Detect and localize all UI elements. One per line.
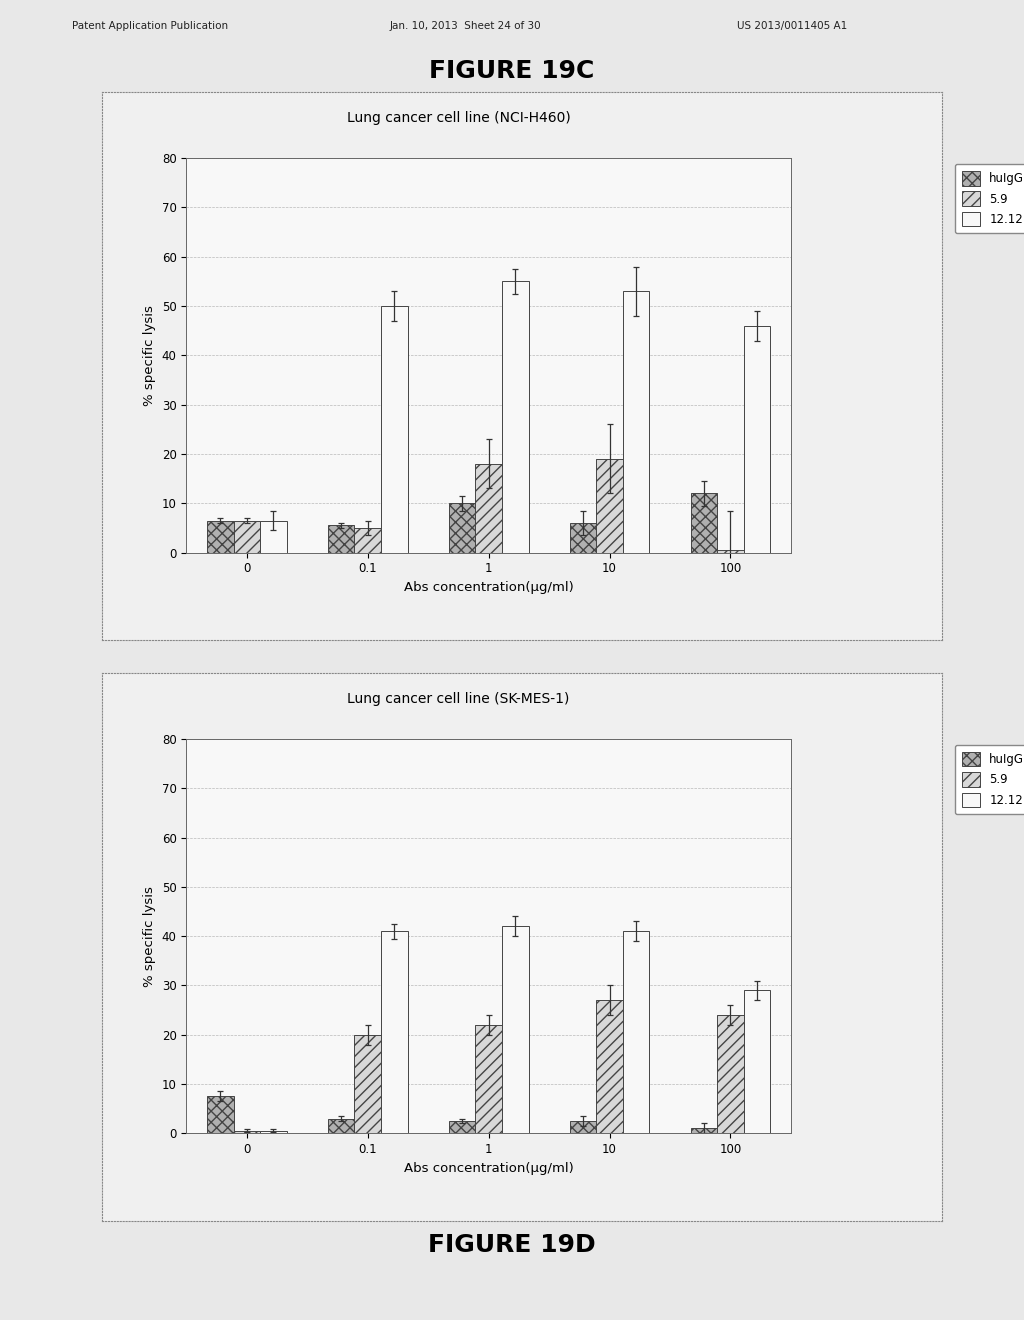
Text: FIGURE 19C: FIGURE 19C	[429, 59, 595, 83]
Text: US 2013/0011405 A1: US 2013/0011405 A1	[737, 21, 848, 32]
Bar	[449, 1121, 475, 1134]
Bar	[260, 1131, 287, 1134]
Bar	[743, 990, 770, 1134]
Bar	[207, 520, 233, 553]
Bar	[690, 494, 717, 553]
Bar	[381, 931, 408, 1134]
Bar	[449, 503, 475, 553]
Bar	[502, 927, 528, 1134]
Bar	[354, 1035, 381, 1134]
Bar	[328, 525, 354, 553]
Bar	[623, 292, 649, 553]
Bar	[502, 281, 528, 553]
X-axis label: Abs concentration(µg/ml): Abs concentration(µg/ml)	[403, 1162, 573, 1175]
Text: Jan. 10, 2013  Sheet 24 of 30: Jan. 10, 2013 Sheet 24 of 30	[389, 21, 541, 32]
Bar	[475, 1024, 502, 1134]
Y-axis label: % specific lysis: % specific lysis	[143, 886, 157, 986]
Legend: huIgG1, 5.9, 12.12: huIgG1, 5.9, 12.12	[955, 164, 1024, 234]
Text: Lung cancer cell line (NCI-H460): Lung cancer cell line (NCI-H460)	[346, 111, 570, 125]
X-axis label: Abs concentration(µg/ml): Abs concentration(µg/ml)	[403, 581, 573, 594]
Bar	[475, 463, 502, 553]
Bar	[569, 523, 596, 553]
Legend: huIgG1, 5.9, 12.12: huIgG1, 5.9, 12.12	[955, 744, 1024, 814]
Bar	[381, 306, 408, 553]
Y-axis label: % specific lysis: % specific lysis	[143, 305, 157, 405]
Bar	[207, 1097, 233, 1134]
Bar	[354, 528, 381, 553]
Bar	[717, 550, 743, 553]
Bar	[328, 1118, 354, 1134]
Bar	[623, 931, 649, 1134]
Bar	[233, 520, 260, 553]
Bar	[690, 1129, 717, 1134]
Text: Lung cancer cell line (SK-MES-1): Lung cancer cell line (SK-MES-1)	[347, 692, 569, 706]
Bar	[717, 1015, 743, 1134]
Bar	[743, 326, 770, 553]
Text: FIGURE 19D: FIGURE 19D	[428, 1233, 596, 1257]
Bar	[596, 459, 623, 553]
Text: Patent Application Publication: Patent Application Publication	[72, 21, 227, 32]
Bar	[260, 520, 287, 553]
Bar	[233, 1131, 260, 1134]
Bar	[596, 1001, 623, 1134]
Bar	[569, 1121, 596, 1134]
